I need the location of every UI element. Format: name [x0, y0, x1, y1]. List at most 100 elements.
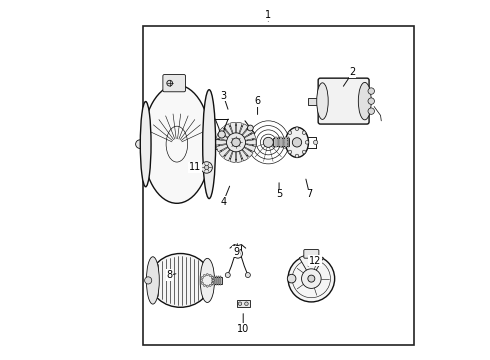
Circle shape — [368, 98, 374, 104]
Circle shape — [285, 140, 289, 144]
Bar — [278, 137, 279, 147]
Circle shape — [211, 276, 213, 279]
Circle shape — [167, 80, 172, 86]
Bar — [283, 137, 284, 147]
Circle shape — [200, 279, 203, 282]
Bar — [288, 137, 289, 147]
Circle shape — [206, 274, 208, 276]
Text: 12: 12 — [309, 256, 321, 266]
Bar — [280, 137, 282, 147]
Circle shape — [145, 277, 152, 284]
Circle shape — [245, 302, 248, 306]
Circle shape — [236, 251, 240, 256]
Wedge shape — [236, 140, 256, 145]
Circle shape — [368, 88, 374, 94]
Text: 1: 1 — [265, 10, 271, 20]
Circle shape — [288, 131, 292, 135]
Text: 6: 6 — [254, 96, 261, 106]
Wedge shape — [217, 133, 236, 142]
Text: 9: 9 — [233, 247, 239, 257]
Circle shape — [247, 125, 253, 131]
Circle shape — [233, 249, 243, 258]
Wedge shape — [236, 142, 248, 161]
Text: 5: 5 — [276, 189, 282, 199]
Text: 2: 2 — [349, 67, 356, 77]
Circle shape — [201, 282, 203, 284]
Ellipse shape — [200, 258, 215, 302]
Ellipse shape — [203, 90, 216, 199]
Wedge shape — [236, 142, 242, 162]
Circle shape — [308, 275, 315, 282]
Text: 3: 3 — [220, 91, 226, 101]
Circle shape — [368, 108, 374, 114]
Bar — [275, 137, 277, 147]
Circle shape — [295, 127, 299, 131]
Circle shape — [232, 138, 240, 147]
Ellipse shape — [147, 257, 159, 304]
Bar — [218, 276, 219, 285]
Circle shape — [204, 165, 209, 170]
Bar — [214, 276, 215, 285]
Text: 8: 8 — [167, 270, 173, 280]
Circle shape — [314, 140, 318, 144]
Bar — [309, 98, 319, 105]
Text: 11: 11 — [189, 162, 201, 172]
Circle shape — [209, 274, 211, 276]
Circle shape — [301, 269, 321, 288]
Ellipse shape — [317, 83, 328, 120]
Text: 7: 7 — [306, 189, 313, 199]
Wedge shape — [236, 124, 248, 142]
Wedge shape — [236, 133, 256, 142]
Circle shape — [238, 302, 242, 306]
FancyBboxPatch shape — [304, 249, 319, 258]
Wedge shape — [230, 142, 236, 162]
Circle shape — [288, 255, 335, 302]
Circle shape — [226, 133, 245, 152]
Bar — [237, 300, 250, 307]
Wedge shape — [216, 140, 236, 145]
Wedge shape — [230, 122, 236, 142]
Bar — [209, 277, 221, 284]
Wedge shape — [299, 255, 323, 279]
Wedge shape — [236, 122, 242, 142]
Circle shape — [225, 273, 230, 278]
Circle shape — [245, 273, 250, 278]
Circle shape — [218, 131, 225, 138]
Wedge shape — [223, 142, 236, 161]
Wedge shape — [236, 142, 253, 157]
Bar — [285, 137, 287, 147]
Circle shape — [219, 125, 253, 159]
Circle shape — [302, 150, 306, 154]
Circle shape — [209, 284, 211, 287]
Circle shape — [305, 140, 309, 144]
Circle shape — [212, 279, 214, 282]
Circle shape — [201, 162, 212, 173]
Bar — [212, 276, 214, 285]
Wedge shape — [217, 142, 236, 152]
Circle shape — [295, 154, 299, 158]
Wedge shape — [219, 127, 236, 142]
Circle shape — [211, 282, 213, 284]
Circle shape — [201, 276, 203, 279]
Wedge shape — [219, 142, 236, 157]
Circle shape — [293, 138, 302, 147]
Text: 10: 10 — [237, 324, 249, 334]
Ellipse shape — [358, 82, 371, 120]
Ellipse shape — [143, 85, 211, 203]
Circle shape — [302, 131, 306, 135]
Circle shape — [287, 274, 296, 283]
Circle shape — [136, 140, 144, 148]
Circle shape — [263, 137, 273, 147]
Circle shape — [288, 150, 292, 154]
Text: 4: 4 — [220, 197, 226, 207]
Ellipse shape — [140, 102, 151, 187]
Ellipse shape — [286, 127, 309, 157]
Bar — [216, 276, 217, 285]
Circle shape — [203, 274, 205, 276]
Bar — [273, 138, 290, 146]
Bar — [207, 139, 240, 149]
Wedge shape — [236, 127, 253, 142]
FancyBboxPatch shape — [163, 75, 186, 92]
Bar — [143, 26, 414, 345]
FancyBboxPatch shape — [318, 78, 369, 124]
